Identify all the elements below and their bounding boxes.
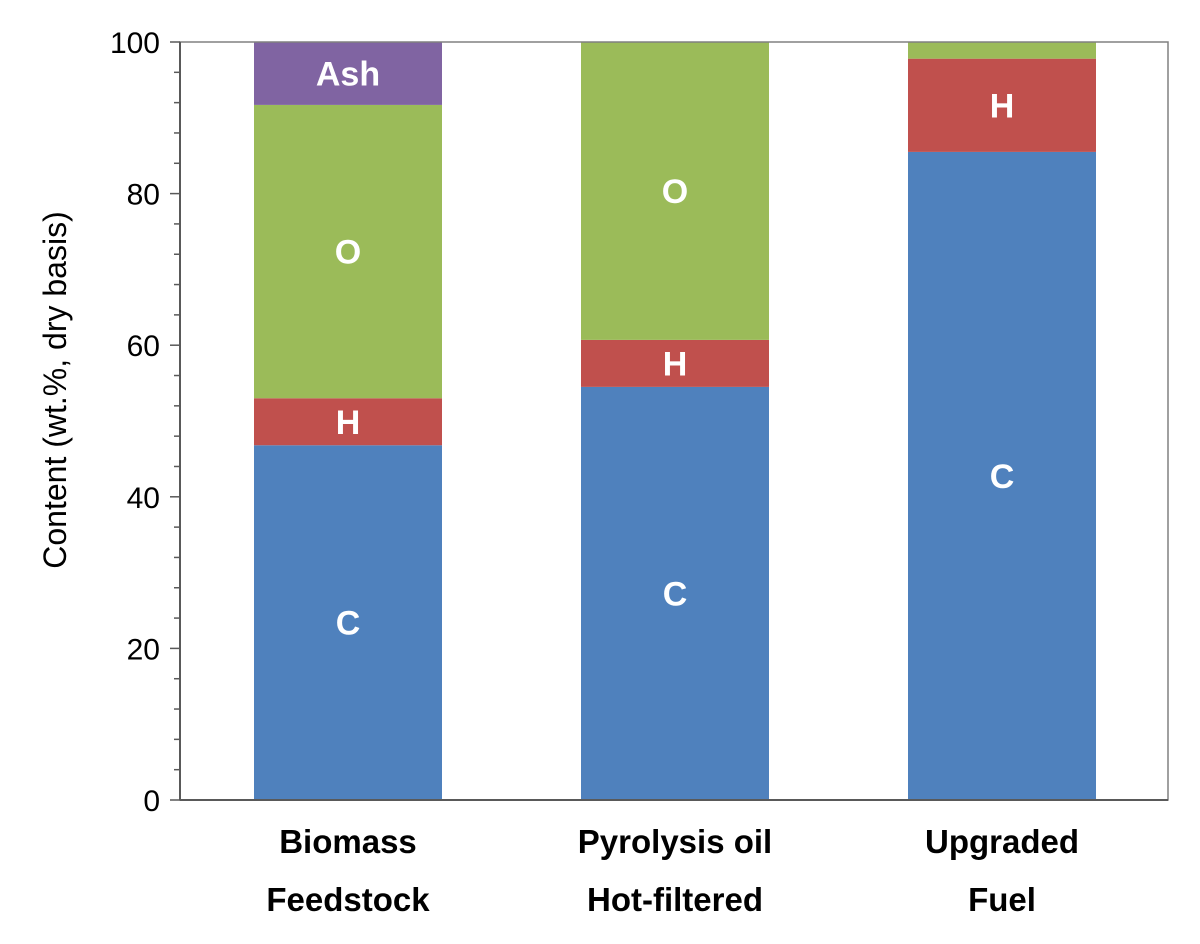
category-label-2-line-1: Fuel [968, 881, 1036, 918]
segment-label-c-upgraded-fuel: C [990, 458, 1015, 496]
y-tick-label-0: 0 [143, 785, 160, 818]
segment-label-o-biomass-feedstock: O [335, 234, 361, 272]
y-tick-label-60: 60 [127, 330, 160, 363]
bar-segment-c-biomass-feedstock [254, 445, 442, 800]
segment-label-o-upgraded-fuel: O [1108, 40, 1134, 78]
segment-label-h-upgraded-fuel: H [990, 87, 1015, 125]
category-label-0-line-1: Feedstock [266, 881, 430, 918]
segment-label-c-biomass-feedstock: C [336, 605, 361, 643]
bars-group [254, 42, 1096, 800]
y-axis-title: Content (wt.%, dry basis) [37, 211, 73, 568]
bar-segment-o-biomass-feedstock [254, 104, 442, 399]
category-label-2-line-0: Upgraded [925, 823, 1079, 860]
y-tick-label-80: 80 [127, 179, 160, 212]
bar-segment-ash-biomass-feedstock [254, 42, 442, 105]
y-axis-ticks: 0 20 40 60 80 100 [110, 27, 180, 818]
y-tick-label-20: 20 [127, 633, 160, 666]
bar-segment-h-biomass-feedstock [254, 398, 442, 446]
segment-label-h-pyrolysis-oil-hot-filtered: H [663, 345, 688, 383]
category-label-1-line-0: Pyrolysis oil [578, 823, 772, 860]
bar-segment-o-pyrolysis-oil-hot-filtered [581, 42, 769, 340]
bar-segment-o-upgraded-fuel [908, 42, 1096, 59]
bar-segment-c-upgraded-fuel [908, 151, 1096, 800]
segment-label-c-pyrolysis-oil-hot-filtered: C [663, 575, 688, 613]
category-label-1-line-1: Hot-filtered [587, 881, 763, 918]
category-label-0-line-0: Biomass [279, 823, 417, 860]
y-tick-label-100: 100 [110, 27, 160, 60]
bar-segment-h-upgraded-fuel [908, 58, 1096, 152]
bar-segment-h-pyrolysis-oil-hot-filtered [581, 339, 769, 387]
segment-label-o-pyrolysis-oil-hot-filtered: O [662, 173, 688, 211]
segment-label-ash-biomass-feedstock: Ash [316, 55, 380, 93]
segment-label-h-biomass-feedstock: H [336, 404, 361, 442]
segment-labels: C H O Ash C H O C H O [316, 40, 1135, 643]
category-labels: Biomass Feedstock Pyrolysis oil Hot-filtere… [266, 823, 1079, 918]
plot-frame [179, 41, 1169, 801]
bar-segment-c-pyrolysis-oil-hot-filtered [581, 386, 769, 800]
y-tick-label-40: 40 [127, 482, 160, 515]
